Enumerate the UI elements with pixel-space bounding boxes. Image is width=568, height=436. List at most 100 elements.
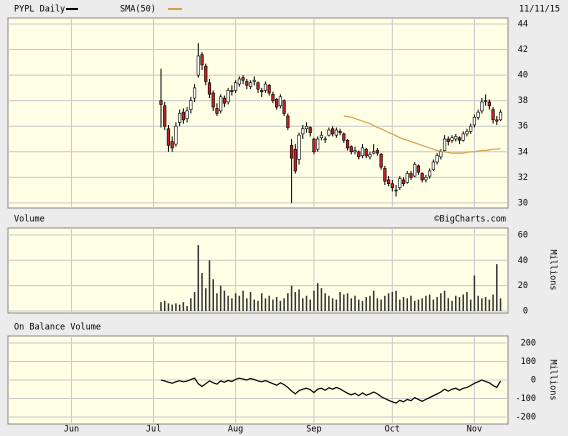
obv-line	[160, 377, 502, 404]
volume-bar	[492, 294, 494, 311]
volume-bar	[440, 293, 442, 311]
candle-body	[204, 65, 208, 82]
candle-body	[189, 100, 193, 110]
volume-bar	[443, 290, 446, 311]
candle-body	[431, 161, 435, 170]
volume-bar	[339, 291, 341, 311]
volume-bar	[481, 298, 483, 311]
candle-body	[271, 93, 275, 101]
y-tick-label: 42	[518, 45, 528, 55]
candle-body	[349, 146, 353, 153]
volume-bar	[466, 291, 468, 311]
candle-body	[185, 110, 189, 119]
candle-body	[480, 101, 484, 112]
y-tick-label: 20	[518, 281, 528, 291]
candle-body	[372, 151, 376, 154]
candle-body	[245, 81, 249, 86]
candle-body	[256, 82, 260, 90]
y-tick-label: 44	[518, 20, 528, 30]
x-tick-label: Jul	[146, 425, 161, 435]
candle-body	[319, 134, 324, 139]
volume-bar	[496, 264, 498, 311]
candle-body	[454, 136, 458, 140]
candle-body	[308, 127, 312, 133]
volume-bar	[182, 302, 185, 311]
y-tick-label: 32	[518, 173, 528, 183]
volume-bar	[324, 293, 326, 311]
y-tick-label: 200	[521, 339, 536, 349]
volume-bar	[399, 299, 401, 311]
volume-bar	[384, 295, 386, 311]
candle-body	[416, 165, 421, 173]
volume-bar	[316, 283, 319, 311]
volume-bar	[178, 304, 181, 311]
volume-bar	[421, 298, 423, 311]
volume-bar	[205, 288, 207, 311]
candle-body	[331, 128, 335, 135]
volume-bar	[279, 300, 282, 311]
volume-bar	[201, 272, 203, 311]
candle-body	[428, 170, 432, 177]
volume-bar	[499, 298, 502, 311]
candle-body	[174, 125, 178, 145]
volume-bar	[283, 298, 285, 311]
candle-body	[439, 151, 443, 158]
volume-bar	[458, 297, 461, 311]
candle-body	[424, 177, 428, 181]
candle-body	[178, 113, 182, 123]
y-tick-label: 38	[518, 96, 528, 106]
volume-bar	[294, 291, 297, 311]
candle-body	[472, 116, 477, 126]
volume-bar	[238, 295, 241, 311]
volume-bar	[242, 290, 244, 311]
volume-bar	[223, 290, 226, 311]
volume-bar	[309, 299, 311, 311]
legend-label: SMA(50)	[120, 5, 156, 15]
volume-bar	[167, 303, 170, 311]
volume-bar	[369, 295, 371, 311]
x-tick-label: Aug	[228, 425, 243, 435]
candle-body	[234, 82, 238, 91]
candle-body	[327, 129, 331, 136]
candle-body	[293, 148, 297, 172]
panel-background	[7, 17, 509, 209]
candle-body	[413, 164, 417, 177]
x-tick-label: Nov	[467, 425, 482, 435]
y-axis-label: Millions	[548, 250, 558, 291]
panel-background	[7, 227, 509, 314]
volume-bar	[432, 299, 435, 311]
volume-bar	[387, 293, 390, 311]
volume-bar	[488, 299, 491, 311]
candle-body	[170, 141, 174, 149]
volume-bar	[395, 290, 397, 311]
volume-bar	[447, 298, 450, 311]
y-tick-label: 60	[518, 230, 528, 240]
candle-body	[364, 148, 368, 156]
candle-body	[226, 90, 230, 103]
candle-body	[409, 173, 413, 178]
candle-body	[215, 108, 219, 114]
volume-bar	[268, 295, 270, 311]
y-tick-label: -100	[516, 394, 536, 404]
volume-bar	[413, 300, 416, 311]
volume-bar	[287, 293, 289, 311]
candle-body	[207, 82, 212, 95]
candle-body	[491, 109, 495, 121]
x-tick-label: Oct	[385, 425, 400, 435]
candle-body	[405, 173, 409, 183]
candle-body	[263, 83, 268, 91]
candle-body	[222, 97, 227, 104]
volume-bar	[350, 298, 353, 311]
candle-body	[248, 82, 253, 87]
volume-bar	[264, 298, 267, 311]
volume-bar	[246, 298, 248, 311]
volume-bar	[275, 297, 278, 311]
date-label: 11/11/15	[519, 5, 560, 15]
candle-body	[278, 96, 282, 107]
volume-bar	[197, 245, 200, 311]
candle-body	[282, 100, 286, 114]
candle-body	[442, 138, 447, 151]
y-tick-label: 40	[518, 71, 528, 81]
candle-body	[241, 77, 245, 81]
